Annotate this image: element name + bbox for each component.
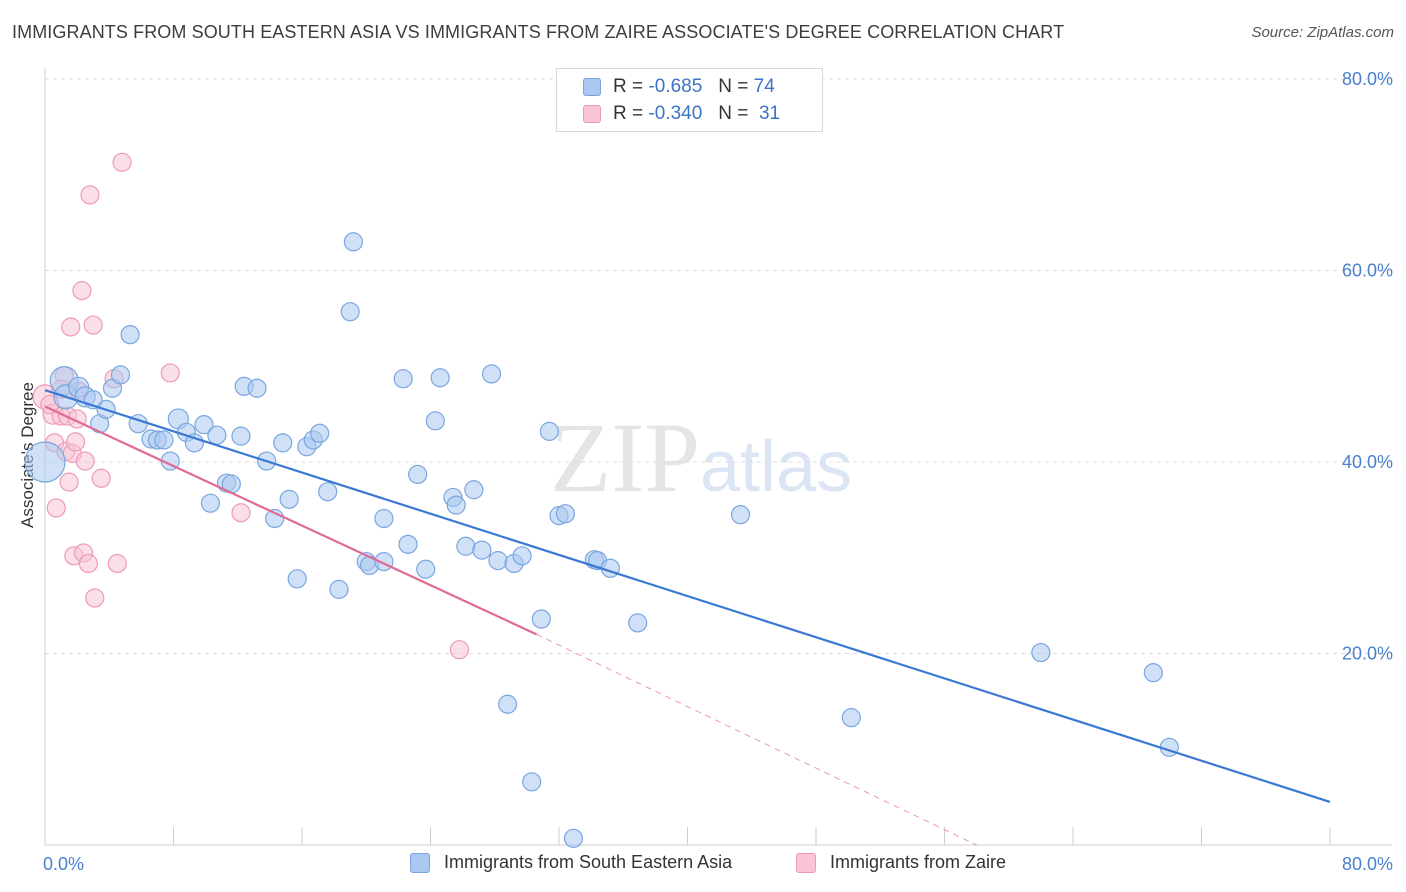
- point-south-eastern-asia: [408, 464, 428, 485]
- point-south-eastern-asia: [472, 540, 492, 560]
- point-zaire: [231, 503, 251, 523]
- y-tick-label: 40.0%: [1342, 452, 1393, 472]
- point-south-eastern-asia: [287, 569, 307, 589]
- legend-swatch-pink: [796, 852, 816, 873]
- point-south-eastern-asia: [329, 579, 349, 599]
- point-zaire: [59, 472, 79, 492]
- y-tick-label: 60.0%: [1342, 261, 1393, 281]
- legend-swatch-blue: [410, 852, 430, 873]
- point-south-eastern-asia: [273, 433, 293, 453]
- point-south-eastern-asia: [393, 369, 413, 389]
- point-south-eastern-asia: [512, 546, 532, 566]
- point-zaire: [91, 468, 111, 488]
- point-south-eastern-asia: [24, 441, 66, 483]
- watermark-zip: ZIP: [550, 402, 700, 513]
- point-south-eastern-asia: [231, 426, 251, 446]
- legend-n-value: 31: [758, 103, 781, 124]
- legend-r-value: -0.340: [648, 103, 703, 124]
- x-tick-label: 0.0%: [43, 854, 84, 874]
- legend-row-pink: R = -0.340 N = 31: [583, 102, 780, 126]
- point-south-eastern-asia: [200, 493, 221, 513]
- point-south-eastern-asia: [841, 708, 861, 728]
- point-south-eastern-asia: [531, 609, 551, 629]
- point-zaire: [83, 315, 103, 335]
- point-zaire: [78, 553, 98, 574]
- point-south-eastern-asia: [120, 325, 140, 345]
- point-zaire: [112, 152, 132, 172]
- point-south-eastern-asia: [207, 425, 227, 445]
- watermark-atlas: atlas: [700, 427, 853, 507]
- legend-label: Immigrants from South Eastern Asia: [444, 852, 733, 872]
- point-south-eastern-asia: [498, 694, 518, 714]
- point-south-eastern-asia: [555, 504, 576, 524]
- point-south-eastern-asia: [425, 411, 445, 431]
- point-south-eastern-asia: [481, 364, 502, 384]
- x-tick-label: 80.0%: [1342, 854, 1393, 874]
- point-south-eastern-asia: [416, 559, 436, 579]
- point-south-eastern-asia: [318, 482, 338, 502]
- legend-n-label: N =: [718, 76, 749, 97]
- gridlines: [45, 78, 1392, 654]
- tick-labels: 20.0% 40.0% 60.0% 80.0% 0.0% 80.0%: [43, 69, 1393, 874]
- point-south-eastern-asia: [1031, 642, 1051, 663]
- chart-title: IMMIGRANTS FROM SOUTH EASTERN ASIA VS IM…: [12, 22, 1065, 42]
- point-zaire: [75, 451, 95, 471]
- point-zaire: [160, 363, 180, 383]
- point-south-eastern-asia: [110, 365, 131, 385]
- trend-lines: [44, 389, 1331, 846]
- point-south-eastern-asia: [247, 378, 267, 398]
- trend-line-extension-zaire: [536, 633, 977, 846]
- y-tick-label: 20.0%: [1342, 644, 1393, 664]
- series-south-eastern-asia-points: [24, 232, 1179, 848]
- point-south-eastern-asia: [464, 480, 484, 500]
- point-south-eastern-asia: [194, 415, 214, 435]
- axes: [44, 68, 1392, 846]
- point-zaire: [61, 317, 81, 337]
- legend-n-value: 74: [753, 76, 775, 97]
- legend-r-label: R =: [613, 103, 644, 124]
- point-south-eastern-asia: [730, 505, 751, 525]
- point-zaire: [85, 588, 105, 608]
- trend-line-south-eastern-asia: [44, 389, 1331, 803]
- point-south-eastern-asia: [539, 421, 559, 441]
- correlation-legend: R = -0.685 N = 74 R = -0.340 N = 31: [556, 68, 823, 132]
- point-zaire: [80, 185, 100, 205]
- point-south-eastern-asia: [374, 508, 394, 529]
- legend-row-blue: R = -0.685 N = 74: [583, 75, 775, 99]
- point-south-eastern-asia: [279, 489, 299, 509]
- point-south-eastern-asia: [456, 536, 476, 556]
- legend-swatch-blue: [583, 78, 601, 96]
- legend-item-zaire: Immigrants from Zaire: [796, 852, 1006, 873]
- point-zaire: [107, 553, 127, 574]
- point-south-eastern-asia: [563, 828, 584, 848]
- y-tick-label: 80.0%: [1342, 69, 1393, 89]
- point-south-eastern-asia: [340, 302, 360, 322]
- point-zaire: [65, 432, 86, 452]
- legend-item-south-eastern-asia: Immigrants from South Eastern Asia: [410, 852, 732, 873]
- point-south-eastern-asia: [398, 534, 418, 554]
- point-zaire: [72, 281, 92, 301]
- legend-n-label: N =: [718, 103, 749, 124]
- trend-line-zaire: [44, 405, 537, 636]
- point-south-eastern-asia: [522, 772, 542, 792]
- point-south-eastern-asia: [1143, 663, 1163, 683]
- point-south-eastern-asia: [488, 551, 508, 571]
- point-south-eastern-asia: [343, 232, 363, 252]
- legend-r-label: R =: [613, 76, 644, 97]
- legend-swatch-pink: [583, 105, 601, 123]
- point-south-eastern-asia: [430, 368, 450, 388]
- point-zaire: [46, 498, 66, 518]
- point-south-eastern-asia: [446, 495, 466, 515]
- point-south-eastern-asia: [310, 423, 330, 443]
- legend-label: Immigrants from Zaire: [830, 852, 1007, 872]
- point-zaire: [449, 640, 470, 660]
- point-south-eastern-asia: [628, 613, 648, 633]
- point-south-eastern-asia: [154, 430, 174, 450]
- source-attribution: Source: ZipAtlas.com: [1251, 24, 1394, 41]
- watermark: ZIPatlas: [550, 400, 852, 515]
- series-legend: Immigrants from South Eastern Asia Immig…: [0, 852, 1406, 878]
- legend-r-value: -0.685: [648, 76, 703, 97]
